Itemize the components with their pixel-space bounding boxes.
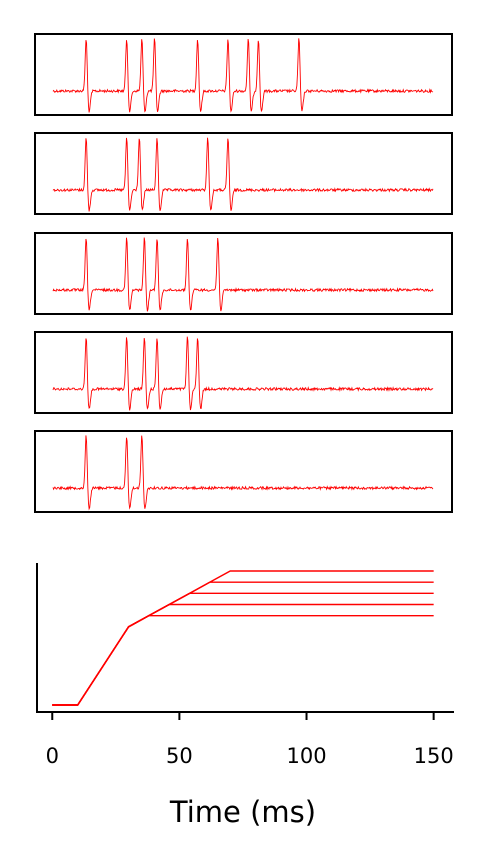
spike-trace-line bbox=[52, 237, 434, 312]
stimulus-series-line bbox=[52, 603, 434, 706]
spike-trace-panel bbox=[34, 430, 453, 513]
spike-trace-panel bbox=[34, 132, 453, 215]
x-tick-label: 150 bbox=[414, 744, 454, 768]
stimulus-series-line bbox=[52, 614, 434, 706]
spike-trace-line bbox=[52, 38, 434, 113]
x-tick-label: 0 bbox=[46, 744, 59, 768]
spike-trace-panel bbox=[34, 232, 453, 315]
stimulus-series-line bbox=[52, 592, 434, 706]
panel-frame bbox=[34, 430, 453, 513]
panel-frame bbox=[34, 132, 453, 215]
stimulus-panel: 0 50 100 150 Time (ms) bbox=[36, 563, 454, 829]
spike-trace-line bbox=[52, 137, 434, 212]
stimulus-series-line bbox=[52, 581, 434, 706]
stimulus-series-group bbox=[52, 570, 434, 706]
spike-trace-line bbox=[52, 336, 434, 411]
spike-trace-panels bbox=[34, 33, 453, 513]
x-ticks: 0 50 100 150 bbox=[46, 712, 454, 768]
panel-frame bbox=[34, 33, 453, 116]
x-tick-label: 50 bbox=[166, 744, 193, 768]
spike-trace-panel bbox=[34, 33, 453, 116]
x-tick-label: 100 bbox=[286, 744, 326, 768]
stimulus-series-line bbox=[52, 570, 434, 706]
panel-frame bbox=[34, 232, 453, 315]
x-axis-label: Time (ms) bbox=[169, 795, 316, 829]
spike-trace-line bbox=[52, 435, 434, 511]
spike-trace-panel bbox=[34, 331, 453, 414]
panel-frame bbox=[34, 331, 453, 414]
